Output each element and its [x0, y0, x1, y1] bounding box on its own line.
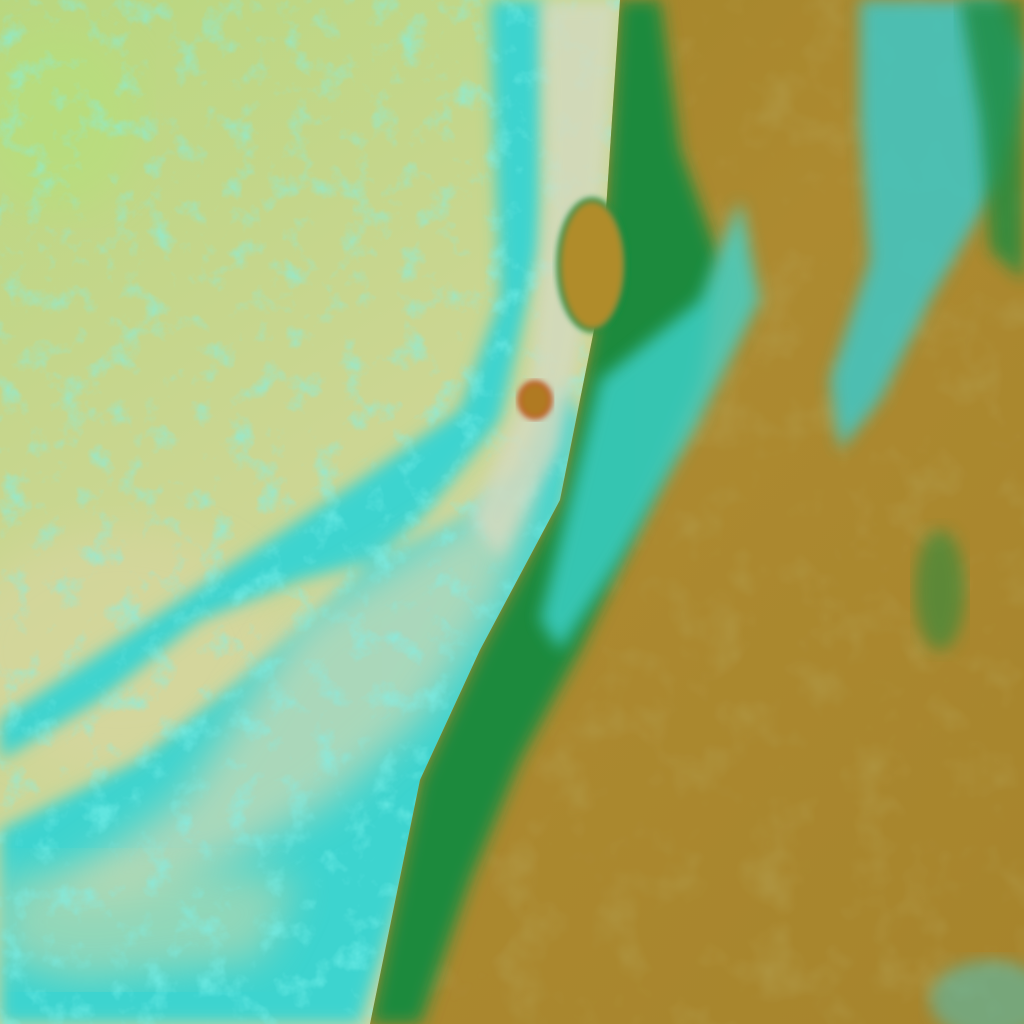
lake-feature [556, 197, 628, 333]
lake-feature [517, 380, 553, 420]
